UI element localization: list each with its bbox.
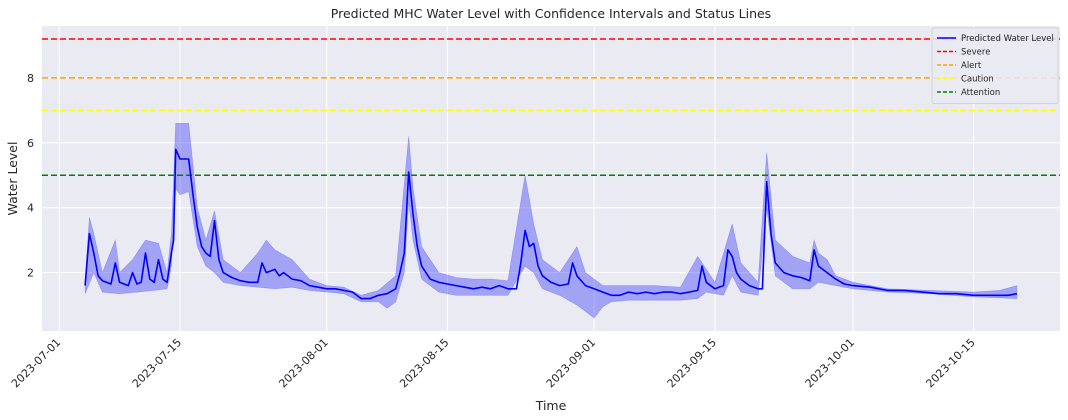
y-tick-label: 8 — [27, 72, 34, 85]
legend-label: Caution — [961, 75, 994, 85]
legend-label: Predicted Water Level — [961, 34, 1054, 44]
legend-label: Alert — [961, 61, 982, 71]
plot-area — [42, 26, 1060, 331]
x-tick-label: 2023-09-01 — [544, 336, 598, 390]
y-axis-ticks: 2 4 6 8 — [27, 72, 34, 280]
y-tick-label: 6 — [27, 137, 34, 150]
x-tick-label: 2023-09-15 — [665, 336, 719, 390]
x-tick-label: 2023-07-15 — [130, 336, 184, 390]
series-layer — [84, 148, 1018, 300]
x-tick-label: 2023-10-01 — [803, 336, 857, 390]
series-line-predicted-water-level — [84, 148, 1018, 300]
x-axis-label: Time — [535, 398, 567, 413]
status-lines-layer — [42, 38, 1060, 177]
y-axis-label: Water Level — [5, 142, 20, 216]
x-tick-label: 2023-08-15 — [397, 336, 451, 390]
legend-label: Attention — [961, 88, 1000, 98]
x-tick-label: 2023-10-15 — [923, 336, 977, 390]
confidence-interval-band — [84, 123, 1018, 319]
confidence-band-layer — [84, 123, 1018, 319]
x-tick-label: 2023-07-01 — [9, 336, 63, 390]
x-tick-label: 2023-08-01 — [276, 336, 330, 390]
grid-lines — [42, 26, 1060, 331]
chart-title: Predicted MHC Water Level with Confidenc… — [331, 6, 771, 21]
y-tick-label: 2 — [27, 267, 34, 280]
legend: Predicted Water Level Severe Alert Caution A… — [931, 27, 1059, 104]
y-tick-label: 4 — [27, 202, 34, 215]
legend-label: Severe — [961, 48, 990, 58]
legend-box — [931, 27, 1059, 104]
x-axis-ticks: 2023-07-01 2023-07-15 2023-08-01 2023-08-15… — [9, 336, 978, 390]
